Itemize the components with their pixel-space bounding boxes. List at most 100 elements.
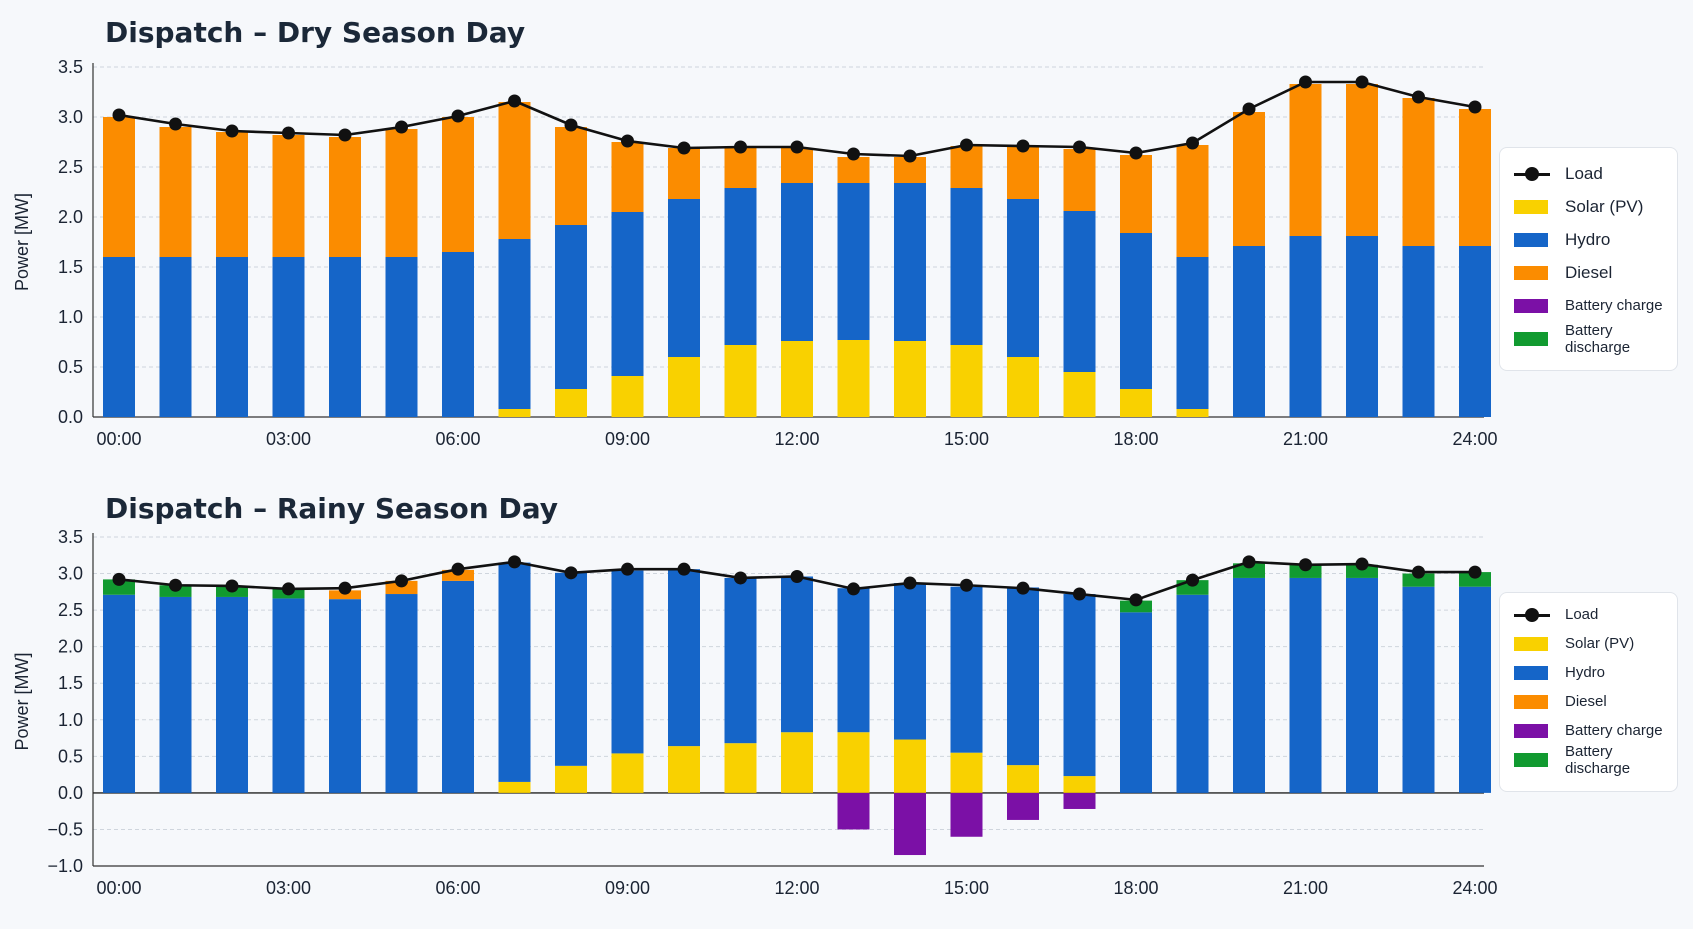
bar-diesel <box>1233 112 1265 246</box>
load-point <box>112 108 126 122</box>
bar-hydro <box>894 183 926 341</box>
legend-item-diesel: Diesel <box>1500 687 1677 716</box>
load-point <box>169 117 182 131</box>
legend-item-battery-charge: Battery charge <box>1500 716 1677 745</box>
load-point <box>1242 102 1256 116</box>
load-point <box>621 562 634 576</box>
y-tick-label: 2.0 <box>58 637 83 657</box>
legend-label: Load <box>1565 163 1603 183</box>
legend-item-battery-discharge: Battery discharge <box>1500 321 1677 356</box>
bar-hydro <box>837 588 870 733</box>
legend-label: Battery charge <box>1565 297 1663 314</box>
x-tick-label: 12:00 <box>774 878 819 898</box>
load-point <box>847 147 860 161</box>
legend-label: Hydro <box>1565 229 1611 249</box>
y-axis-label: Power [MW] <box>12 652 32 750</box>
y-tick-label: 0.5 <box>58 746 83 766</box>
load-point <box>395 574 408 588</box>
bar-solar <box>555 389 587 417</box>
bar-diesel <box>724 147 757 188</box>
legend-label: Hydro <box>1565 664 1606 681</box>
y-axis-label: Power [MW] <box>12 193 32 291</box>
bar-solar <box>724 345 757 417</box>
load-point <box>1242 555 1256 569</box>
bar-hydro <box>1063 594 1096 777</box>
bar-solar <box>781 732 813 793</box>
bar-diesel <box>781 148 813 183</box>
bar-solar <box>1007 765 1039 793</box>
x-tick-label: 00:00 <box>96 878 141 898</box>
bar-hydro <box>894 583 926 740</box>
x-tick-label: 12:00 <box>774 429 819 449</box>
bar-solar <box>555 765 587 793</box>
chart-title: Dispatch – Rainy Season Day <box>105 492 559 525</box>
y-tick-label: 3.5 <box>58 527 83 547</box>
bar-hydro <box>103 257 135 417</box>
x-tick-label: 15:00 <box>944 429 989 449</box>
diesel-swatch-icon <box>1514 265 1548 280</box>
legend-item-load: Load <box>1500 600 1677 629</box>
bar-solar <box>894 739 926 793</box>
bar-battery-charge <box>837 792 870 830</box>
load-point <box>960 138 973 152</box>
y-tick-label: 3.0 <box>58 107 83 127</box>
bar-solar <box>498 409 531 417</box>
y-tick-label: 0.0 <box>58 407 83 427</box>
x-tick-label: 18:00 <box>1113 429 1158 449</box>
load-point <box>1129 146 1143 160</box>
load-point <box>1412 90 1425 104</box>
bar-solar <box>611 753 644 793</box>
legend-item-hydro: Hydro <box>1500 658 1677 687</box>
load-point <box>451 562 465 576</box>
load-point <box>338 128 352 142</box>
bar-diesel <box>668 148 700 199</box>
legend: Load Solar (PV) Hydro Diesel Battery cha… <box>1499 592 1678 792</box>
bar-diesel <box>498 102 531 239</box>
y-tick-label: 1.5 <box>58 257 83 277</box>
load-point <box>508 555 521 569</box>
bar-hydro <box>329 257 361 417</box>
bar-hydro <box>159 257 192 417</box>
load-point <box>1016 139 1030 153</box>
bar-solar <box>724 743 757 793</box>
legend-item-solar: Solar (PV) <box>1500 190 1677 223</box>
load-point <box>1355 557 1369 571</box>
chart-title: Dispatch – Dry Season Day <box>105 16 526 49</box>
load-point <box>847 582 860 596</box>
bar-solar <box>1176 409 1209 417</box>
load-point <box>1073 587 1086 601</box>
load-point <box>790 569 804 583</box>
bar-hydro <box>1120 612 1152 793</box>
legend-item-solar: Solar (PV) <box>1500 629 1677 658</box>
bar-hydro <box>1007 587 1039 766</box>
bar-hydro <box>498 239 531 409</box>
bar-diesel <box>1459 109 1491 246</box>
bar-diesel <box>329 137 361 257</box>
load-point <box>1073 140 1086 154</box>
bar-hydro <box>611 212 644 376</box>
bar-hydro <box>385 594 418 793</box>
load-point <box>677 141 691 155</box>
load-point <box>564 118 578 132</box>
bar-diesel <box>1120 155 1152 233</box>
load-point <box>734 571 747 585</box>
bar-hydro <box>272 598 305 793</box>
bar-solar <box>611 376 644 417</box>
legend-label: Battery discharge <box>1565 321 1631 356</box>
bar-diesel <box>611 142 644 212</box>
bar-hydro <box>781 576 813 733</box>
bar-hydro <box>216 257 248 417</box>
load-point <box>1355 75 1369 89</box>
bar-battery-charge <box>950 792 983 837</box>
bar-diesel <box>950 146 983 188</box>
load-point <box>1468 100 1482 114</box>
legend-label: Solar (PV) <box>1565 635 1635 652</box>
bar-solar <box>1063 776 1096 793</box>
battery-discharge-swatch-icon <box>1514 752 1548 767</box>
bar-solar <box>837 732 870 793</box>
bar-battery-discharge <box>1346 564 1378 578</box>
load-point <box>451 109 465 123</box>
y-tick-label: 1.0 <box>58 710 83 730</box>
y-tick-label: 2.5 <box>58 157 83 177</box>
x-tick-label: 06:00 <box>435 878 480 898</box>
